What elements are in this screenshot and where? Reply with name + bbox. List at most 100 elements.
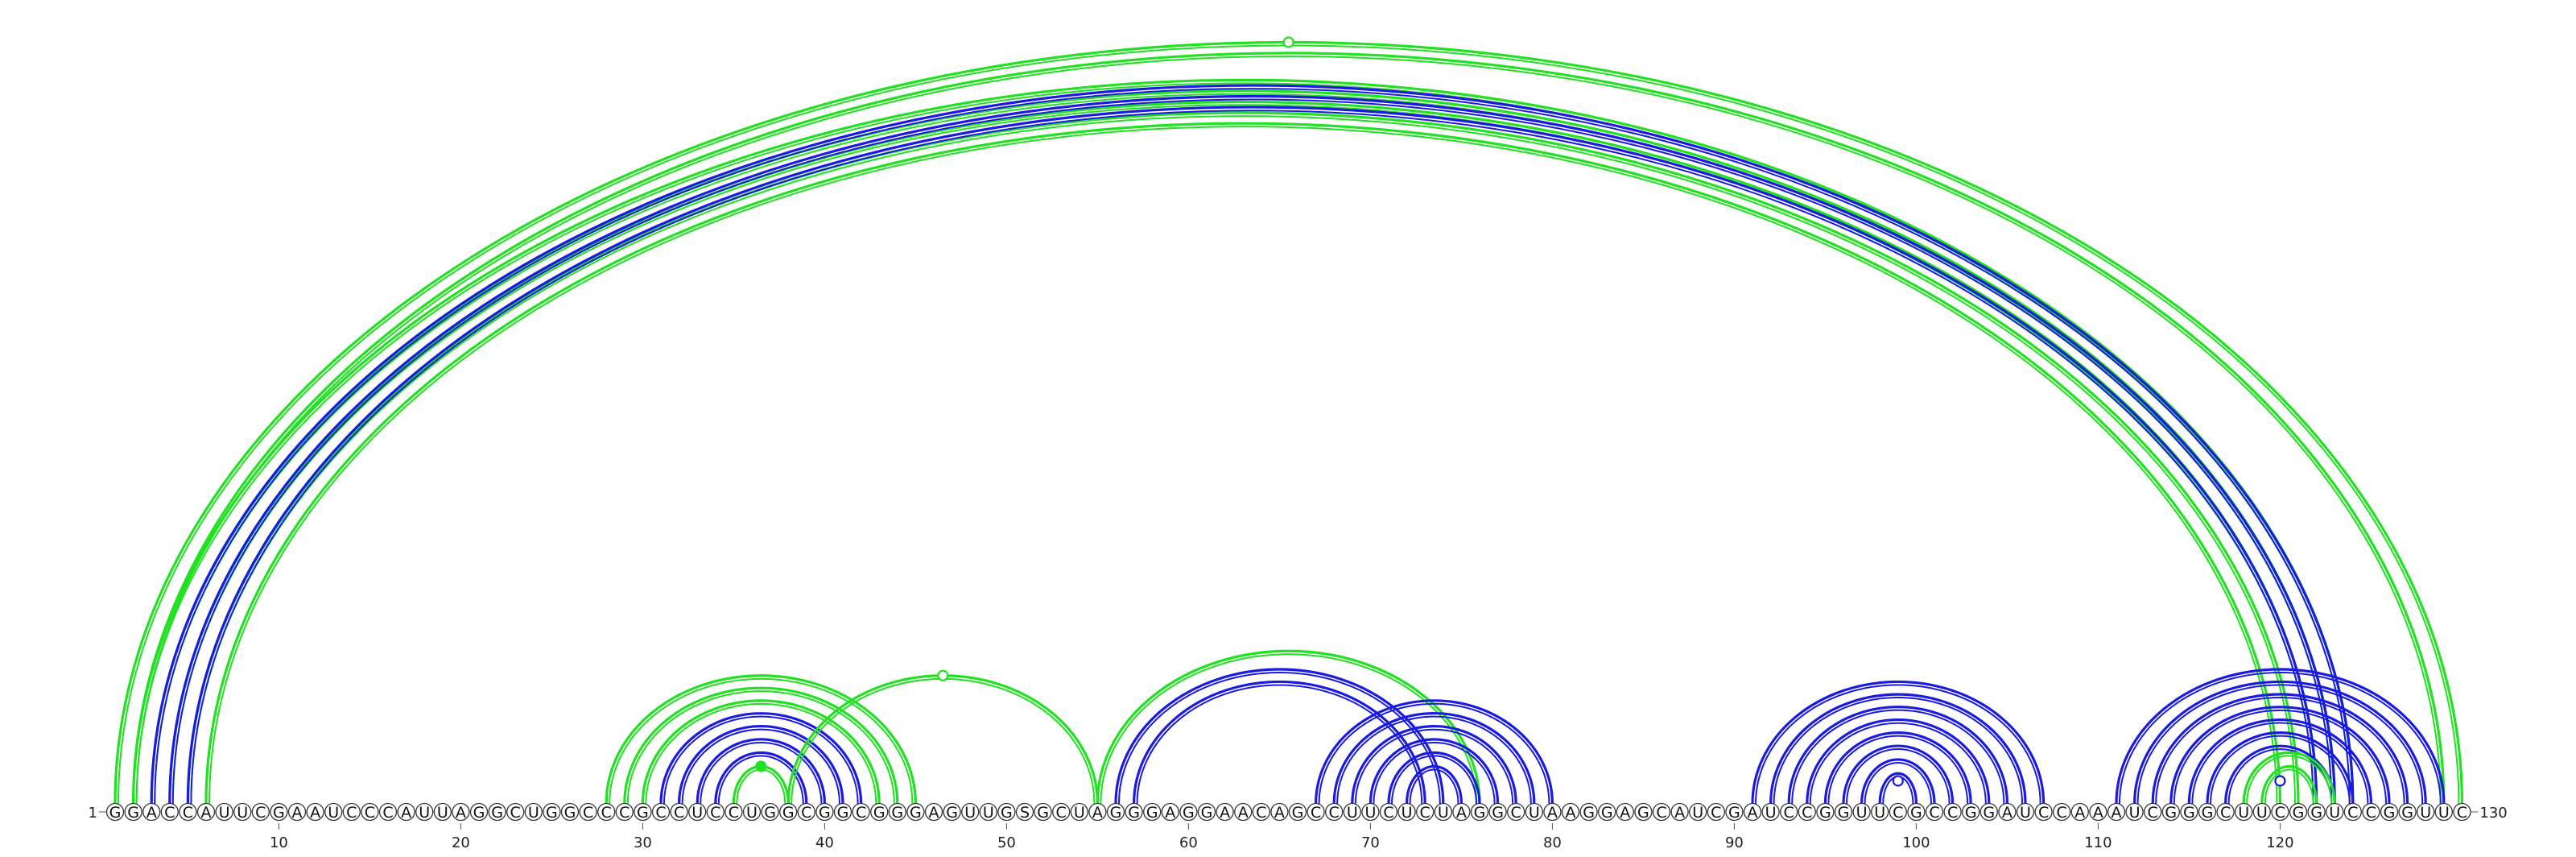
nucleotide-letter: U (237, 804, 248, 822)
nucleotide-circle (179, 802, 197, 822)
nucleotide-circle (1470, 802, 1489, 822)
base-pair-arc-inner-72-75 (1409, 768, 1459, 805)
base-pair-arc-inner-116-124 (2210, 735, 2351, 805)
nucleotide-letter: G (910, 804, 922, 822)
sequence-start-label: 1 (89, 805, 97, 822)
base-pair-arc-inner-114-126 (2173, 709, 2387, 805)
nucleotide-letter: C (1929, 804, 1939, 822)
nucleotide-circle (1798, 802, 1816, 822)
arc-midpoint-marker (1892, 775, 1904, 787)
axis-tick-label: 60 (1179, 834, 1198, 851)
nucleotide-circle (1252, 802, 1270, 822)
base-pair-arc-inner-115-125 (2191, 722, 2369, 805)
base-pair-arc-28-45 (605, 674, 917, 805)
nucleotide-circle (1125, 802, 1143, 822)
nucleotide-letter: U (1364, 804, 1376, 822)
base-pair-arc-inner-96-102 (1846, 748, 1951, 805)
nucleotide-letter: U (1402, 804, 1413, 822)
base-pair-arc-inner-5-121 (190, 114, 2296, 805)
nucleotide-letter: G (1983, 804, 1995, 822)
nucleotide-circle (670, 802, 688, 822)
nucleotide-circle (1561, 802, 1580, 822)
nucleotide-circle (2434, 802, 2453, 822)
nucleotide-circle (1179, 802, 1198, 822)
nucleotide-circle (1015, 802, 1034, 822)
nucleotide-circle (1070, 802, 1088, 822)
nucleotide-circle (761, 802, 779, 822)
nucleotide-letter: A (401, 804, 411, 822)
nucleotide-circle (906, 802, 925, 822)
nucleotide-letter: U (1529, 804, 1540, 822)
base-pair-arc-69-78 (1351, 725, 1517, 805)
nucleotide-circle (2161, 802, 2180, 822)
nucleotide-letter: G (1819, 804, 1831, 822)
base-pair-arc-inner-34-39 (717, 755, 804, 805)
nucleotide-letter: C (164, 804, 175, 822)
base-pair-arc-115-125 (2187, 718, 2372, 805)
nucleotide-letter: C (619, 804, 630, 822)
nucleotide-circle (579, 802, 597, 822)
nucleotide-circle (160, 802, 179, 822)
nucleotide-circle (378, 802, 398, 822)
nucleotide-letter: U (691, 804, 703, 822)
arc-midpoint-marker (755, 760, 767, 772)
nucleotide-circle (1216, 802, 1234, 822)
nucleotide-letter: U (1765, 804, 1777, 822)
nucleotide-letter: C (510, 804, 521, 822)
nucleotide-circle (779, 802, 798, 822)
nucleotide-letter: A (1220, 804, 1230, 822)
base-pair-arc-inner-4-123 (171, 98, 2333, 805)
nucleotide-letter: C (1784, 804, 1794, 822)
nucleotide-circle (1507, 802, 1525, 822)
nucleotide-circle (233, 802, 252, 822)
axis-tick-label: 100 (1902, 834, 1930, 851)
base-pair-arc-4-122 (168, 100, 2318, 805)
nucleotide-letter: C (1711, 804, 1721, 822)
nucleotide-letter: C (1056, 804, 1067, 822)
nucleotide-letter: A (147, 804, 157, 822)
base-pair-arc-inner-91-107 (1755, 684, 2041, 805)
nucleotide-circle (2144, 802, 2162, 822)
nucleotide-letter: C (1383, 804, 1393, 822)
nucleotide-letter: C (1947, 804, 1958, 822)
base-pair-arc-1-130 (114, 40, 2463, 805)
nucleotide-circle (488, 802, 506, 822)
nucleotide-letter: G (109, 804, 122, 822)
nucleotide-letter: C (583, 804, 593, 822)
nucleotide-circle (2343, 802, 2362, 822)
nucleotide-circle (469, 802, 489, 822)
nucleotide-circle (2235, 802, 2253, 822)
base-pair-arc-93-105 (1787, 706, 2008, 805)
nucleotide-letter: C (2038, 804, 2049, 822)
base-pair-arc-92-106 (1769, 693, 2027, 805)
nucleotide-letter: G (1183, 804, 1195, 822)
base-pair-arc-inner-118-123 (2246, 755, 2333, 805)
nucleotide-letter: G (473, 804, 485, 822)
nucleotide-letter: A (1674, 804, 1685, 822)
nucleotide-circle (742, 802, 762, 822)
nucleotide-letter: C (255, 804, 266, 822)
nucleotide-letter: C (801, 804, 811, 822)
nucleotide-circle (706, 802, 724, 822)
nucleotide-letter: G (1910, 804, 1922, 822)
nucleotide-letter: C (365, 804, 375, 822)
nucleotide-letter: G (837, 804, 849, 822)
nucleotide-circle (1834, 802, 1853, 822)
nucleotide-letter: A (1274, 804, 1285, 822)
nucleotide-letter: C (2347, 804, 2358, 822)
nucleotide-circle (1652, 802, 1671, 822)
nucleotide-circle (1962, 802, 1980, 822)
nucleotide-letter: G (1292, 804, 1304, 822)
arc-midpoint-marker (937, 669, 949, 681)
nucleotide-letter: G (1965, 804, 1977, 822)
nucleotide-circle (1307, 802, 1325, 822)
axis-tick-label: 10 (270, 834, 288, 851)
nucleotide-circle (888, 802, 906, 822)
position-axis: 10 20 30 40 50 60 70 80 90 100 110 120 (99, 811, 2479, 851)
nucleotide-letter: G (1201, 804, 1213, 822)
base-pair-arc-inner-3-124 (154, 88, 2351, 805)
nucleotide-letter: U (419, 804, 430, 822)
nucleotide-letter: A (2112, 804, 2122, 822)
nucleotide-circle (433, 802, 452, 822)
